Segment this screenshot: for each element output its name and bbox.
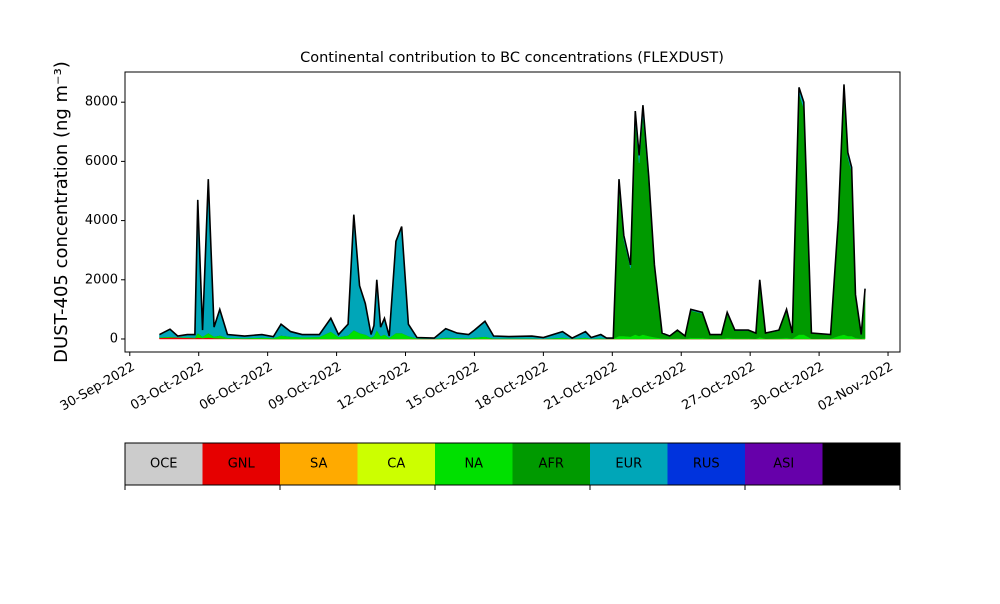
legend-label: AUS [848, 457, 875, 472]
legend-swatch [745, 443, 823, 485]
chart-title: Continental contribution to BC concentra… [300, 50, 724, 66]
y-tick-label: 8000 [85, 95, 118, 110]
x-tick-label: 03-Oct-2022 [128, 360, 206, 414]
x-tick-label: 12-Oct-2022 [335, 360, 413, 414]
legend-label: NA [464, 457, 483, 472]
legend-swatch [512, 443, 590, 485]
x-tick-label: 30-Sep-2022 [58, 360, 138, 415]
legend-swatch [667, 443, 745, 485]
legend-frame [124, 442, 901, 486]
x-tick-label: 06-Oct-2022 [197, 360, 275, 414]
area [159, 90, 866, 339]
legend-label: GNL [228, 457, 256, 472]
legend-label: EUR [615, 457, 642, 472]
x-tick-label: 30-Oct-2022 [748, 360, 826, 414]
x-tick-label: 09-Oct-2022 [266, 360, 344, 414]
legend-label: CA [387, 457, 405, 472]
plot-frame [124, 71, 901, 353]
x-tick-label: 02-Nov-2022 [816, 360, 896, 415]
x-tick-label: 24-Oct-2022 [611, 360, 689, 414]
legend-swatch [202, 443, 280, 485]
legend-swatch [125, 443, 203, 485]
legend-swatch [435, 443, 513, 485]
x-tick-label: 15-Oct-2022 [404, 360, 482, 414]
legend-label: RUS [693, 457, 720, 472]
legend-label: SA [310, 457, 327, 472]
legend-swatch [590, 443, 668, 485]
y-tick-label: 0 [110, 331, 118, 346]
legend-swatch [357, 443, 435, 485]
y-tick-label: 6000 [85, 154, 118, 169]
x-tick-label: 27-Oct-2022 [680, 360, 758, 414]
y-axis-label: DUST-405 concentration (ng m⁻³) [51, 61, 72, 363]
legend-label: ASI [773, 457, 794, 472]
legend-swatch [822, 443, 900, 485]
y-tick-label: 2000 [85, 272, 118, 287]
legend-label: OCE [150, 457, 178, 472]
y-tick-label: 4000 [85, 213, 118, 228]
legend-swatch [280, 443, 358, 485]
total-outline [159, 84, 866, 340]
legend-label: AFR [539, 457, 564, 472]
x-tick-label: 21-Oct-2022 [542, 360, 620, 414]
x-tick-label: 18-Oct-2022 [473, 360, 551, 414]
